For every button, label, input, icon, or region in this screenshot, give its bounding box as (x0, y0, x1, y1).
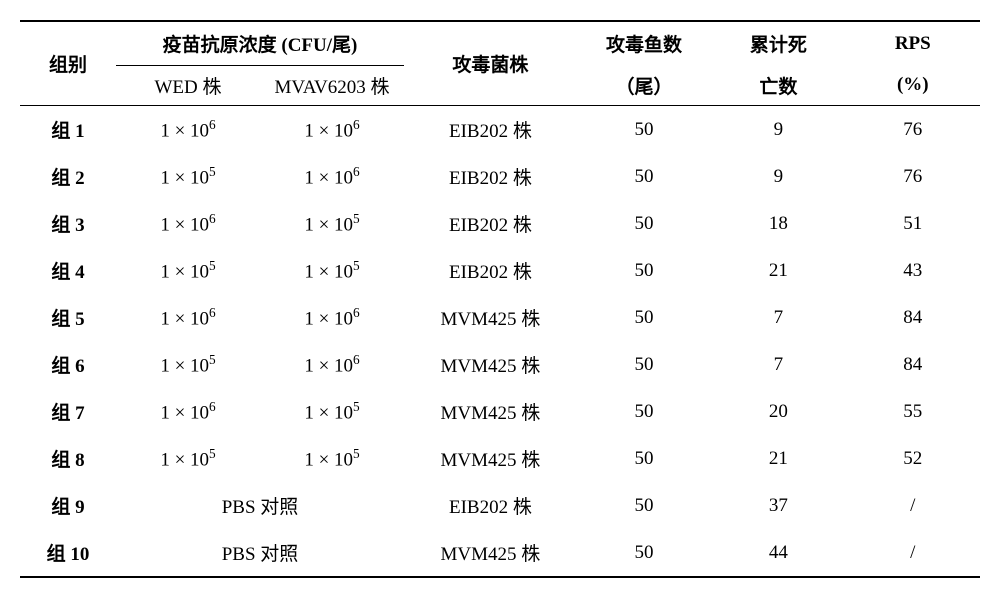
cell-mvav: 1 × 105 (260, 435, 404, 482)
cell-death: 21 (711, 435, 845, 482)
cell-group: 组 8 (20, 435, 116, 482)
cell-mvav: 1 × 106 (260, 341, 404, 388)
header-mvav: MVAV6203 株 (260, 66, 404, 106)
cell-rps: 51 (846, 200, 980, 247)
cell-rps: 55 (846, 388, 980, 435)
cell-rps: 76 (846, 106, 980, 154)
cell-wed: 1 × 106 (116, 388, 260, 435)
cell-pbs-control: PBS 对照 (116, 482, 404, 529)
cell-group: 组 4 (20, 247, 116, 294)
cell-fish: 50 (577, 200, 711, 247)
table-row: 组 11 × 1061 × 106EIB202 株50976 (20, 106, 980, 154)
cell-strain: MVM425 株 (404, 294, 577, 341)
cell-death: 21 (711, 247, 845, 294)
cell-fish: 50 (577, 529, 711, 577)
header-fish-count-l1: 攻毒鱼数 (577, 21, 711, 66)
cell-strain: MVM425 株 (404, 341, 577, 388)
cell-fish: 50 (577, 388, 711, 435)
header-death-l2: 亡数 (711, 66, 845, 106)
cell-strain: MVM425 株 (404, 388, 577, 435)
cell-rps: 84 (846, 341, 980, 388)
cell-mvav: 1 × 105 (260, 247, 404, 294)
header-challenge-strain: 攻毒菌株 (404, 21, 577, 106)
cell-strain: EIB202 株 (404, 106, 577, 154)
table-row: 组 9PBS 对照EIB202 株5037/ (20, 482, 980, 529)
table-row: 组 21 × 1051 × 106EIB202 株50976 (20, 153, 980, 200)
cell-fish: 50 (577, 341, 711, 388)
header-rps-l1: RPS (846, 21, 980, 66)
cell-wed: 1 × 105 (116, 341, 260, 388)
cell-group: 组 7 (20, 388, 116, 435)
header-rps-l2: (%) (846, 66, 980, 106)
cell-rps: 84 (846, 294, 980, 341)
cell-fish: 50 (577, 294, 711, 341)
cell-mvav: 1 × 106 (260, 294, 404, 341)
header-group: 组别 (20, 21, 116, 106)
cell-group: 组 9 (20, 482, 116, 529)
cell-fish: 50 (577, 106, 711, 154)
cell-group: 组 10 (20, 529, 116, 577)
cell-strain: EIB202 株 (404, 153, 577, 200)
vaccine-data-table: 组别 疫苗抗原浓度 (CFU/尾) 攻毒菌株 攻毒鱼数 累计死 RPS WED … (20, 20, 980, 578)
cell-group: 组 3 (20, 200, 116, 247)
cell-wed: 1 × 106 (116, 106, 260, 154)
header-antigen: 疫苗抗原浓度 (CFU/尾) (116, 21, 404, 66)
table-row: 组 10PBS 对照MVM425 株5044/ (20, 529, 980, 577)
cell-death: 9 (711, 106, 845, 154)
cell-death: 7 (711, 294, 845, 341)
cell-fish: 50 (577, 247, 711, 294)
cell-wed: 1 × 105 (116, 247, 260, 294)
cell-strain: MVM425 株 (404, 529, 577, 577)
table-row: 组 61 × 1051 × 106MVM425 株50784 (20, 341, 980, 388)
cell-group: 组 2 (20, 153, 116, 200)
cell-fish: 50 (577, 153, 711, 200)
table-row: 组 71 × 1061 × 105MVM425 株502055 (20, 388, 980, 435)
cell-death: 44 (711, 529, 845, 577)
cell-rps: / (846, 482, 980, 529)
cell-death: 18 (711, 200, 845, 247)
cell-strain: EIB202 株 (404, 200, 577, 247)
cell-fish: 50 (577, 482, 711, 529)
cell-mvav: 1 × 105 (260, 388, 404, 435)
cell-wed: 1 × 105 (116, 435, 260, 482)
cell-death: 7 (711, 341, 845, 388)
cell-rps: 43 (846, 247, 980, 294)
header-death-l1: 累计死 (711, 21, 845, 66)
cell-death: 37 (711, 482, 845, 529)
cell-group: 组 5 (20, 294, 116, 341)
table-row: 组 41 × 1051 × 105EIB202 株502143 (20, 247, 980, 294)
cell-mvav: 1 × 106 (260, 106, 404, 154)
header-fish-count-l2: （尾） (577, 66, 711, 106)
cell-strain: EIB202 株 (404, 482, 577, 529)
cell-death: 20 (711, 388, 845, 435)
cell-mvav: 1 × 105 (260, 200, 404, 247)
table-row: 组 51 × 1061 × 106MVM425 株50784 (20, 294, 980, 341)
data-table: 组别 疫苗抗原浓度 (CFU/尾) 攻毒菌株 攻毒鱼数 累计死 RPS WED … (20, 20, 980, 578)
cell-strain: MVM425 株 (404, 435, 577, 482)
cell-wed: 1 × 106 (116, 294, 260, 341)
cell-group: 组 1 (20, 106, 116, 154)
cell-wed: 1 × 106 (116, 200, 260, 247)
header-wed: WED 株 (116, 66, 260, 106)
cell-rps: 52 (846, 435, 980, 482)
cell-rps: / (846, 529, 980, 577)
cell-death: 9 (711, 153, 845, 200)
cell-fish: 50 (577, 435, 711, 482)
cell-wed: 1 × 105 (116, 153, 260, 200)
cell-mvav: 1 × 106 (260, 153, 404, 200)
table-row: 组 31 × 1061 × 105EIB202 株501851 (20, 200, 980, 247)
cell-group: 组 6 (20, 341, 116, 388)
cell-pbs-control: PBS 对照 (116, 529, 404, 577)
cell-rps: 76 (846, 153, 980, 200)
table-row: 组 81 × 1051 × 105MVM425 株502152 (20, 435, 980, 482)
cell-strain: EIB202 株 (404, 247, 577, 294)
